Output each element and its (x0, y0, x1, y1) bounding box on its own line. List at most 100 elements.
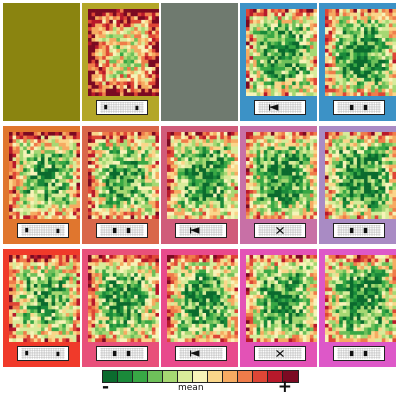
heat-cell (16, 161, 20, 165)
heat-cell (206, 179, 210, 184)
heat-cell (88, 327, 92, 332)
heat-cell (309, 139, 314, 144)
heat-cell (170, 280, 175, 285)
heat-cell (270, 193, 275, 198)
heat-cell (105, 313, 110, 317)
heat-cell (23, 327, 28, 332)
heat-cell (342, 92, 347, 96)
heat-cell (234, 142, 238, 147)
heat-cell (191, 186, 196, 191)
heat-cell (188, 179, 193, 184)
heat-cell (364, 16, 368, 21)
heat-cell (292, 41, 296, 46)
heat-cell (346, 171, 351, 176)
heat-cell (16, 291, 20, 296)
heat-cell (260, 23, 265, 28)
heat-cell (392, 197, 396, 202)
heat-cell (371, 19, 375, 24)
heat-cell (220, 258, 225, 263)
heat-cell (30, 150, 35, 155)
heat-cell (306, 67, 311, 71)
heat-cell (198, 215, 203, 219)
heat-cell (33, 200, 38, 205)
heat-cell (151, 92, 156, 96)
heat-cell (127, 331, 131, 336)
heat-cell (285, 161, 289, 165)
heat-cell (381, 175, 386, 180)
heat-cell (325, 215, 329, 219)
heat-cell (137, 179, 142, 184)
heat-cell (109, 316, 114, 321)
heat-cell (144, 67, 149, 71)
heat-cell (184, 164, 189, 169)
heat-cell (202, 171, 207, 176)
heat-cell (249, 193, 254, 198)
heat-cell (95, 157, 99, 162)
heat-cell (181, 182, 186, 187)
heat-cell (44, 175, 49, 180)
heat-cell (44, 327, 49, 332)
heat-cell (134, 327, 138, 332)
heat-cell (299, 63, 304, 68)
heat-cell (102, 265, 107, 270)
heat-cell (127, 284, 131, 288)
heat-cell (48, 291, 52, 296)
heat-cell (148, 334, 153, 339)
heat-cell (332, 81, 336, 86)
heat-cell (260, 132, 265, 136)
heat-cell (256, 157, 261, 162)
heat-cell (253, 63, 257, 68)
heat-cell (260, 70, 265, 75)
heat-cell (332, 52, 336, 57)
heat-cell (332, 70, 336, 75)
heat-cell (123, 287, 128, 292)
heat-cell (69, 157, 74, 162)
heat-cell (151, 161, 156, 165)
heat-cell (342, 197, 347, 202)
heat-cell (148, 327, 153, 332)
heat-cell (19, 215, 24, 219)
heat-cell (37, 211, 42, 216)
heat-cell (134, 179, 138, 184)
heat-cell (116, 146, 121, 151)
heat-cell (151, 316, 156, 321)
heat-cell (246, 150, 250, 155)
heat-cell (234, 204, 238, 209)
heat-cell (274, 132, 279, 136)
heat-cell (202, 150, 207, 155)
heat-cell (155, 70, 159, 75)
heat-cell (371, 9, 375, 13)
heat-cell (144, 294, 149, 299)
heat-cell (356, 77, 361, 82)
heat-cell (98, 135, 103, 140)
heat-cell (88, 190, 92, 194)
heat-cell (364, 190, 368, 194)
heat-cell (148, 193, 153, 198)
heat-cell (102, 287, 107, 292)
heat-cell (195, 255, 200, 259)
heat-cell (181, 179, 186, 184)
heat-cell (335, 74, 340, 79)
heat-cell (130, 164, 135, 169)
heat-cell (88, 255, 92, 259)
heat-cell (195, 132, 200, 136)
heat-cell (288, 48, 293, 53)
heat-cell (12, 265, 17, 270)
heat-cell (371, 67, 375, 71)
heat-cell (191, 139, 196, 144)
heat-cell (353, 27, 358, 32)
heat-cell (299, 85, 304, 90)
heat-cell (23, 331, 28, 336)
heat-cell (26, 182, 31, 187)
heat-cell (335, 215, 340, 219)
heat-cell (353, 150, 358, 155)
heat-cell (335, 135, 340, 140)
heat-cell (346, 38, 351, 42)
heat-cell (88, 280, 92, 285)
heat-cell (48, 208, 52, 213)
heat-cell (223, 255, 228, 259)
heat-cell (378, 197, 383, 202)
heat-cell (349, 204, 354, 209)
heat-cell (127, 276, 131, 281)
heat-cell (58, 175, 63, 180)
